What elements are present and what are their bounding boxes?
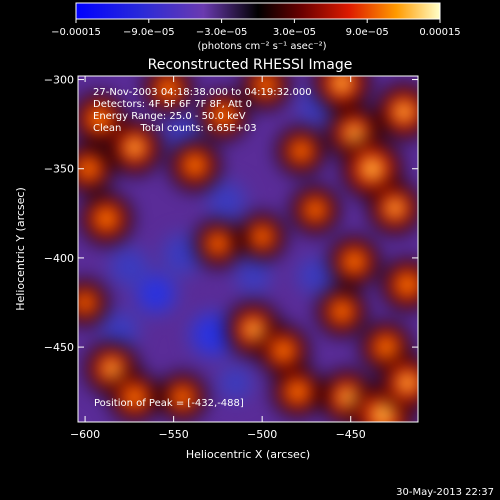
colorbar-tick-label: −9.0e−05 [123,27,175,38]
hot-spot [290,185,340,235]
annotation-time-range: 27-Nov-2003 04:18:38.000 to 04:19:32.000 [93,87,312,98]
annotation-energy-range: Energy Range: 25.0 - 50.0 keV [93,111,246,122]
chart-title: Reconstructed RHESSI Image [148,57,353,73]
cold-spot [205,179,249,223]
peak-position-label: Position of Peak = [-432,-488] [94,398,244,409]
colorbar-tick-label: −3.0e−05 [196,27,248,38]
x-tick-label: −450 [336,428,366,441]
y-tick-label: −400 [44,252,74,265]
x-tick-label: −600 [70,428,100,441]
hot-spot [109,371,161,422]
hot-spot [328,235,380,288]
hot-spot [271,366,324,418]
cold-spot [294,254,337,297]
cold-spot [186,308,239,361]
annotation-detectors: Detectors: 4F 5F 6F 7F 8F, Att 0 [93,99,252,110]
colorbar-tick-label: 0.00015 [419,27,460,38]
cold-spot [107,244,152,290]
hot-spot [78,92,126,145]
hot-spot [143,76,194,114]
cold-spot [233,255,274,296]
hot-spot [80,192,133,245]
hot-spot [241,76,291,110]
annotation-block: 27-Nov-2003 04:18:38.000 to 04:19:32.000… [93,87,312,134]
colorbar [75,2,441,20]
hot-spot [368,181,418,235]
y-tick-label: −350 [44,163,74,176]
x-tick-label: −500 [247,428,277,441]
colorbar-tick-label: 9.0e−05 [346,27,389,38]
y-tick-label: −300 [44,74,74,87]
x-tick-label: −550 [159,428,189,441]
colorbar-tick-label: −0.00015 [51,27,101,38]
hot-spot [313,76,371,112]
footer-timestamp: 30-May-2013 22:37 [396,487,494,498]
cold-spot [216,363,256,403]
annotation-clean-counts: Clean Total counts: 6.65E+03 [93,123,257,134]
y-axis-label: Heliocentric Y (arcsec) [14,187,27,311]
cold-spot [159,231,206,278]
hot-spot [78,279,109,326]
cold-spot [99,308,142,351]
hot-spot [375,83,418,140]
heatmap-image [78,76,418,422]
x-axis-label: Heliocentric X (arcsec) [186,448,310,461]
hot-spot [158,372,207,422]
colorbar-ticks [75,19,441,23]
hot-spot [107,119,163,175]
plot-frame [77,75,419,423]
hot-spot [198,90,249,141]
hot-spot [78,143,114,194]
colorbar-unit-label: (photons cm⁻² s⁻¹ asec⁻²) [197,41,326,52]
hot-spot [257,325,310,377]
hot-spot [194,219,242,268]
hot-spot [381,258,418,311]
hot-spot [316,286,367,337]
hot-spot [238,212,286,261]
hot-spot [379,354,418,411]
hot-spot [276,126,326,176]
hot-spot [169,139,221,191]
y-tick-label: −450 [44,341,74,354]
colorbar-tick-label: 3.0e−05 [273,27,316,38]
